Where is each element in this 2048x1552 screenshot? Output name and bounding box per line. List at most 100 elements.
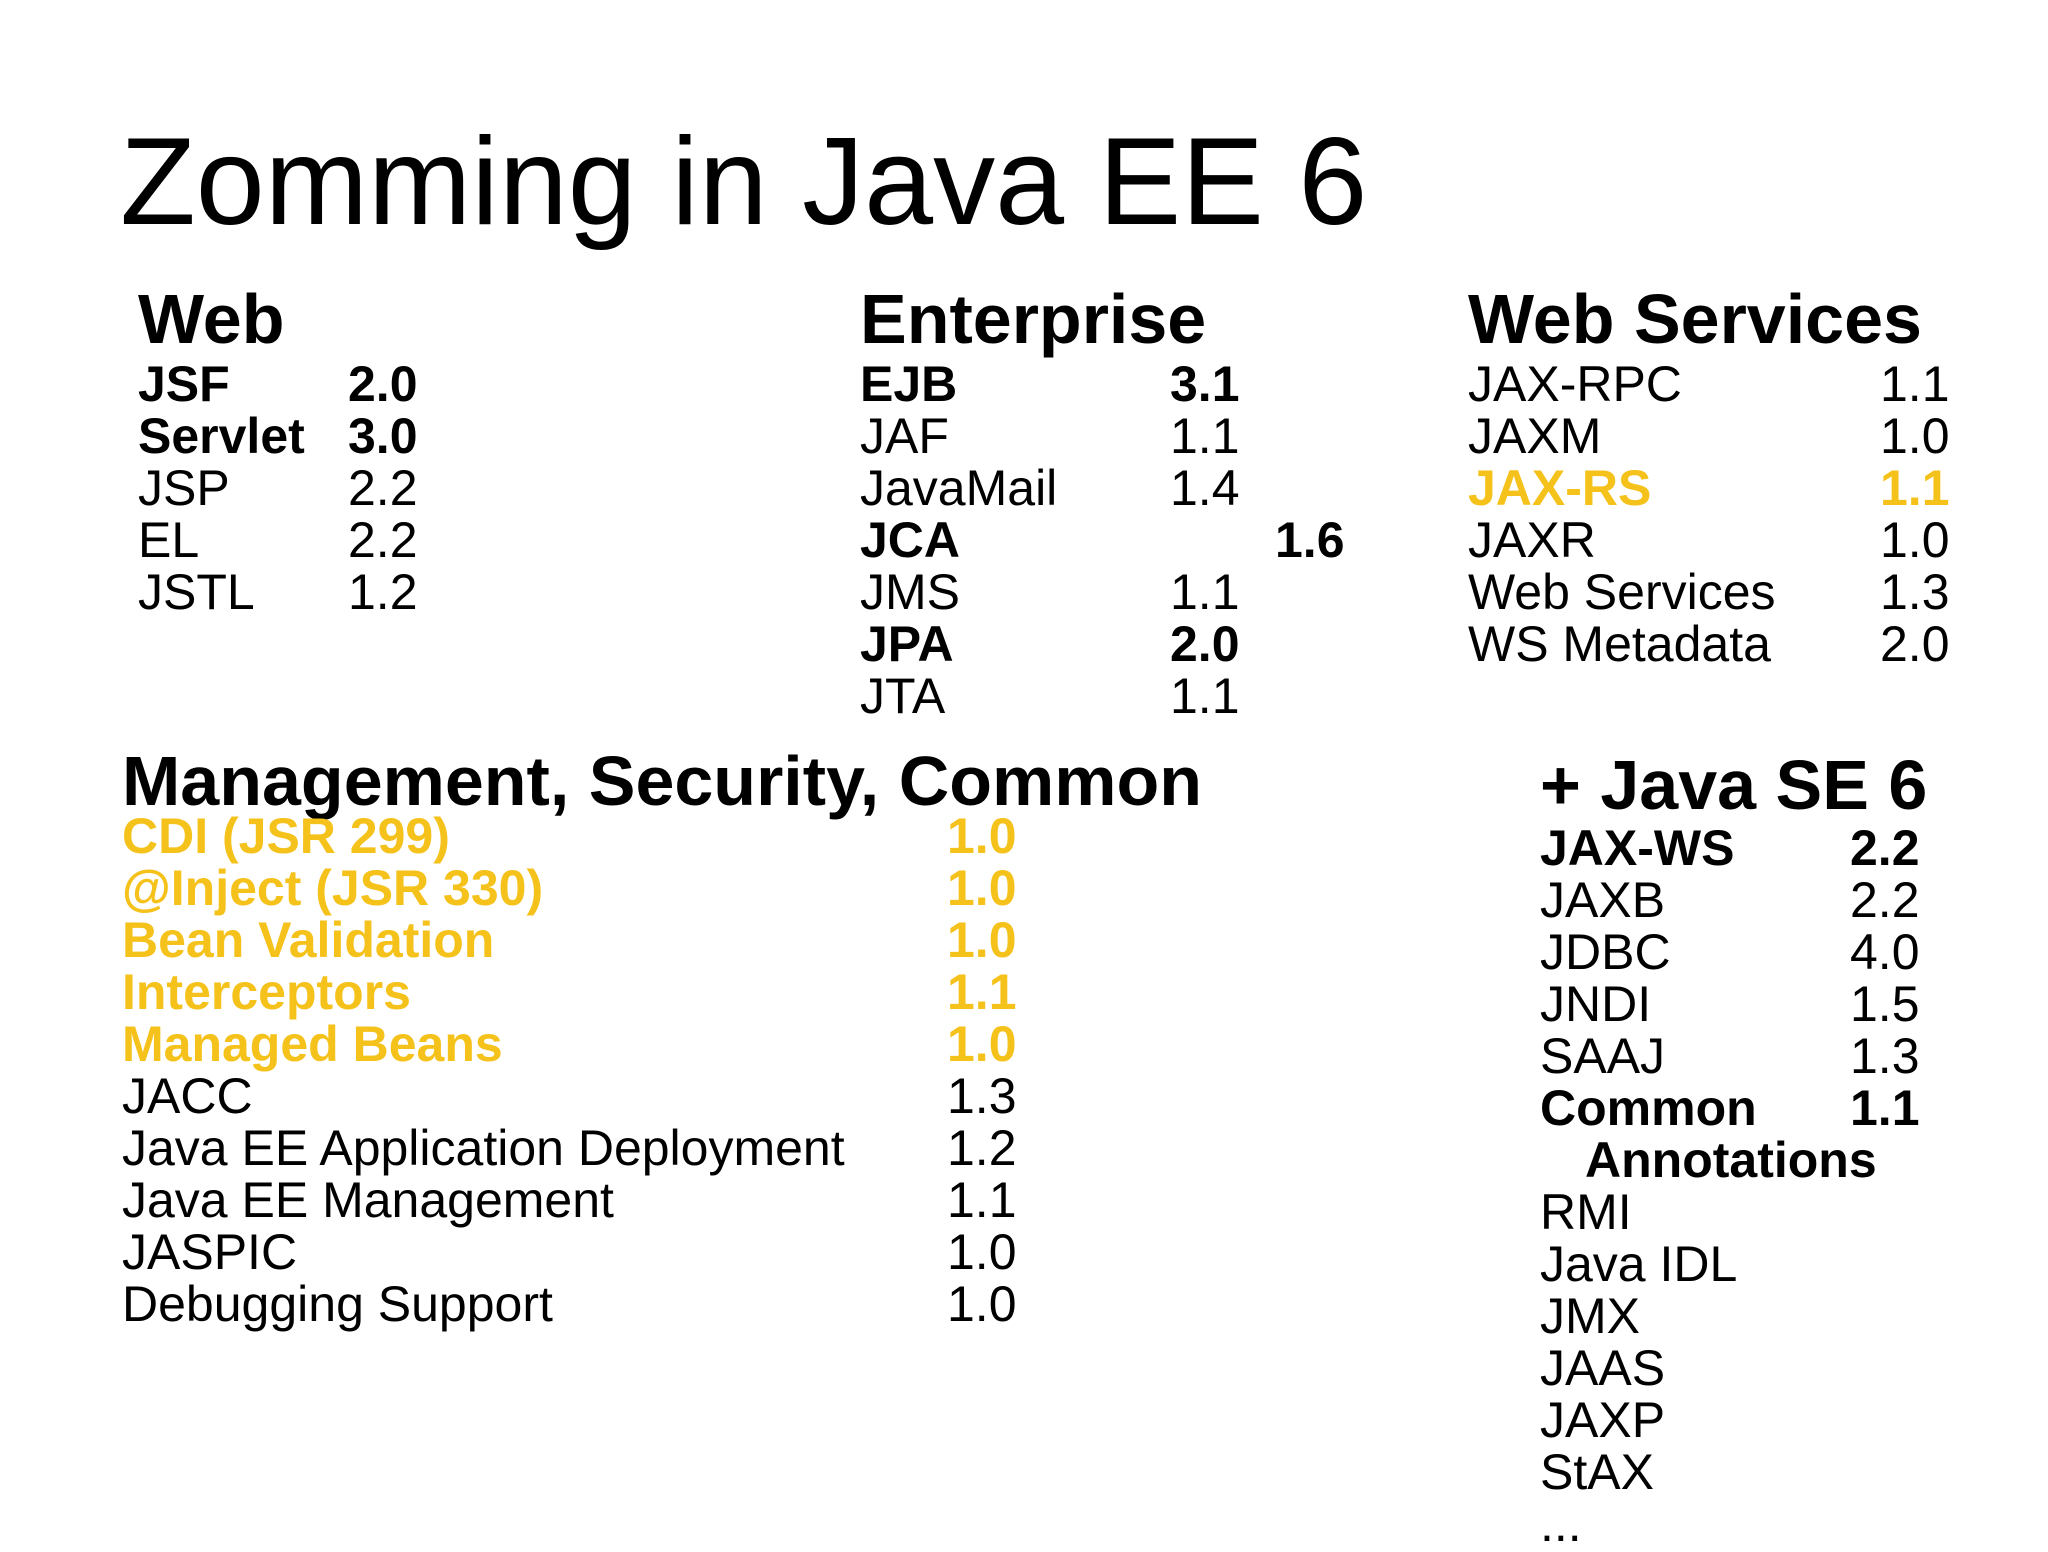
- spec-name: CDI (JSR 299): [122, 808, 450, 864]
- spec-row: ...: [1540, 1498, 1990, 1550]
- spec-name: EL: [138, 512, 200, 568]
- spec-row: StAX: [1540, 1446, 1990, 1498]
- section-javase-title: + Java SE 6: [1540, 746, 1928, 824]
- spec-name: WS Metadata: [1468, 616, 1771, 672]
- spec-name: JMS: [860, 564, 960, 620]
- section-enterprise: Enterprise EJB 3.1 JAF 1.1 JavaMail 1.4 JCA 1.6…: [860, 284, 1360, 722]
- spec-row: Managed Beans 1.0: [122, 1018, 1322, 1070]
- spec-row: RMI: [1540, 1186, 1990, 1238]
- spec-row: JAF 1.1: [860, 410, 1360, 462]
- spec-name: SAAJ: [1540, 1028, 1666, 1084]
- spec-version: 1.2: [947, 1120, 1017, 1176]
- spec-name: JAXP: [1540, 1392, 1666, 1448]
- spec-name: Debugging Support: [122, 1276, 553, 1332]
- spec-version: 1.6: [1275, 512, 1345, 568]
- spec-row: JPA 2.0: [860, 618, 1360, 670]
- spec-version: 2.2: [1850, 872, 1920, 928]
- spec-version: 1.0: [947, 808, 1017, 864]
- spec-row: Web Services 1.3: [1468, 566, 1988, 618]
- spec-row: Annotations: [1540, 1134, 1990, 1186]
- spec-version: 1.0: [947, 1276, 1017, 1332]
- spec-name: JMX: [1540, 1288, 1640, 1344]
- spec-version: 1.0: [1880, 408, 1950, 464]
- spec-name: Annotations: [1585, 1132, 1877, 1188]
- spec-row: JSTL 1.2: [138, 566, 538, 618]
- spec-name: JACC: [122, 1068, 253, 1124]
- spec-row: EL 2.2: [138, 514, 538, 566]
- spec-version: 4.0: [1850, 924, 1920, 980]
- spec-name: StAX: [1540, 1444, 1654, 1500]
- spec-name: JSP: [138, 460, 230, 516]
- spec-row: JTA 1.1: [860, 670, 1360, 722]
- spec-name: EJB: [860, 356, 958, 412]
- spec-row: JASPIC 1.0: [122, 1226, 1322, 1278]
- spec-row: Java EE Application Deployment 1.2: [122, 1122, 1322, 1174]
- spec-row: Common 1.1: [1540, 1082, 1990, 1134]
- spec-row: Debugging Support 1.0: [122, 1278, 1322, 1330]
- section-web: Web JSF 2.0 Servlet 3.0 JSP 2.2 EL 2.2 JSTL 1.2: [138, 284, 538, 618]
- spec-version: 1.0: [947, 912, 1017, 968]
- spec-row: JavaMail 1.4: [860, 462, 1360, 514]
- spec-version: 3.1: [1170, 356, 1240, 412]
- spec-version: 2.0: [1170, 616, 1240, 672]
- spec-row: JSP 2.2: [138, 462, 538, 514]
- spec-name: Java EE Application Deployment: [122, 1120, 845, 1176]
- spec-name: JavaMail: [860, 460, 1058, 516]
- spec-version: 1.0: [947, 1016, 1017, 1072]
- spec-version: 1.3: [947, 1068, 1017, 1124]
- section-webservices-rows: JAX-RPC 1.1 JAXM 1.0 JAX-RS 1.1 JAXR 1.0 Web Ser…: [1468, 358, 1988, 670]
- spec-version: 3.0: [348, 408, 418, 464]
- spec-row: JAX-RS 1.1: [1468, 462, 1988, 514]
- spec-row: Java EE Management 1.1: [122, 1174, 1322, 1226]
- spec-version: 1.1: [1170, 408, 1240, 464]
- section-management-rows: CDI (JSR 299) 1.0 @Inject (JSR 330) 1.0 Bean…: [122, 810, 1322, 1330]
- section-webservices: Web Services JAX-RPC 1.1 JAXM 1.0 JAX-RS 1.1 J…: [1468, 284, 1988, 670]
- section-web-rows: JSF 2.0 Servlet 3.0 JSP 2.2 EL 2.2 JSTL 1.2: [138, 358, 538, 618]
- spec-row: Java IDL: [1540, 1238, 1990, 1290]
- spec-version: 1.3: [1880, 564, 1950, 620]
- spec-version: 1.1: [1170, 564, 1240, 620]
- spec-name: JNDI: [1540, 976, 1652, 1032]
- spec-version: 1.4: [1170, 460, 1240, 516]
- spec-version: 1.2: [348, 564, 418, 620]
- section-javase-rows: JAX-WS 2.2 JAXB 2.2 JDBC 4.0 JNDI 1.5 SAAJ 1.3 Com…: [1540, 822, 1990, 1550]
- spec-name: Java IDL: [1540, 1236, 1738, 1292]
- section-web-title: Web: [138, 280, 285, 358]
- spec-name: JTA: [860, 668, 946, 724]
- section-management-title: Management, Security, Common: [122, 742, 1203, 820]
- spec-name: JDBC: [1540, 924, 1671, 980]
- spec-version: 2.2: [348, 512, 418, 568]
- spec-version: 1.0: [947, 860, 1017, 916]
- spec-version: 1.1: [947, 964, 1017, 1020]
- spec-name: JSF: [138, 356, 230, 412]
- section-enterprise-rows: EJB 3.1 JAF 1.1 JavaMail 1.4 JCA 1.6 JMS 1.1 JPA 2.…: [860, 358, 1360, 722]
- spec-name: JAX-RS: [1468, 460, 1652, 516]
- spec-row: JNDI 1.5: [1540, 978, 1990, 1030]
- spec-row: JAXR 1.0: [1468, 514, 1988, 566]
- spec-name: JAXB: [1540, 872, 1666, 928]
- spec-name: JAXM: [1468, 408, 1602, 464]
- spec-row: JAXB 2.2: [1540, 874, 1990, 926]
- spec-name: JAAS: [1540, 1340, 1666, 1396]
- spec-name: Bean Validation: [122, 912, 495, 968]
- spec-row: Bean Validation 1.0: [122, 914, 1322, 966]
- spec-row: JAX-WS 2.2: [1540, 822, 1990, 874]
- spec-name: JPA: [860, 616, 954, 672]
- spec-name: JASPIC: [122, 1224, 298, 1280]
- spec-name: Interceptors: [122, 964, 411, 1020]
- spec-name: Web Services: [1468, 564, 1776, 620]
- spec-version: 1.3: [1850, 1028, 1920, 1084]
- spec-row: @Inject (JSR 330) 1.0: [122, 862, 1322, 914]
- spec-row: JSF 2.0: [138, 358, 538, 410]
- spec-row: JAX-RPC 1.1: [1468, 358, 1988, 410]
- spec-name: Servlet: [138, 408, 305, 464]
- spec-row: JMX: [1540, 1290, 1990, 1342]
- spec-row: JACC 1.3: [122, 1070, 1322, 1122]
- spec-name: JAF: [860, 408, 949, 464]
- spec-version: 1.1: [1880, 356, 1950, 412]
- spec-row: EJB 3.1: [860, 358, 1360, 410]
- spec-name: Common: [1540, 1080, 1757, 1136]
- spec-version: 2.2: [348, 460, 418, 516]
- spec-row: SAAJ 1.3: [1540, 1030, 1990, 1082]
- spec-row: JAAS: [1540, 1342, 1990, 1394]
